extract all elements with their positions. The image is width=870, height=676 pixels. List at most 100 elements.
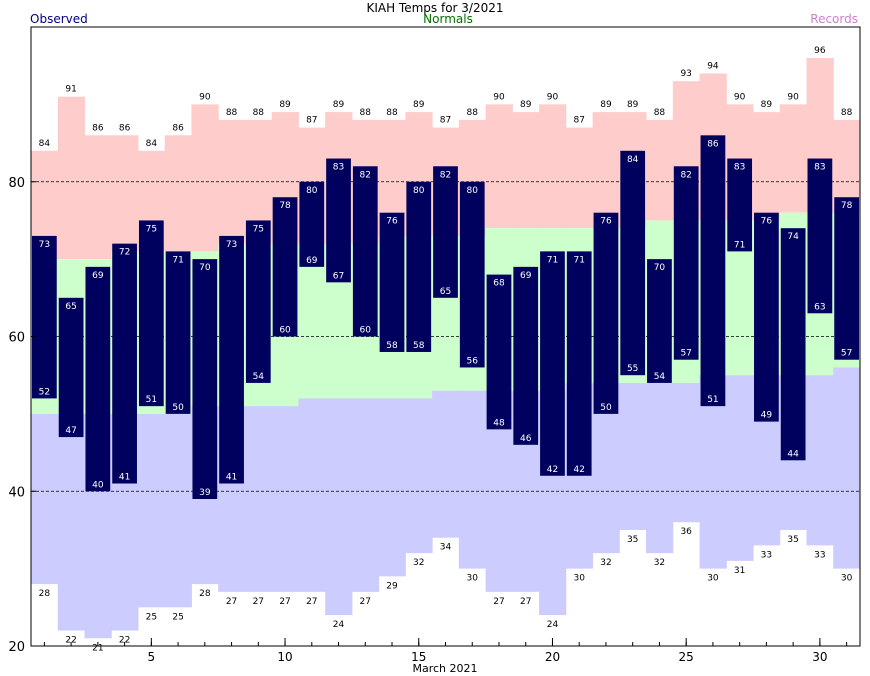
- record-low-label: 25: [172, 612, 183, 622]
- observed-high-label: 82: [440, 170, 451, 180]
- record-low-label: 27: [360, 597, 371, 607]
- observed-high-label: 78: [841, 201, 853, 211]
- observed-low-label: 50: [600, 403, 612, 413]
- record-high-band: [779, 104, 808, 213]
- record-high-band: [512, 112, 540, 229]
- record-low-label: 27: [520, 597, 531, 607]
- record-low-band: [271, 406, 299, 592]
- record-low-band: [31, 413, 59, 585]
- observed-high-label: 80: [467, 186, 479, 196]
- record-high-band: [191, 104, 219, 252]
- x-tick-label: 25: [679, 650, 694, 664]
- record-low-band: [806, 375, 834, 546]
- observed-low-label: 54: [654, 372, 666, 382]
- observed-low-label: 39: [199, 488, 211, 498]
- observed-low-label: 65: [440, 287, 451, 297]
- observed-high-label: 73: [226, 240, 237, 250]
- record-high-label: 86: [92, 123, 104, 133]
- record-low-band: [699, 375, 727, 569]
- observed-low-label: 41: [119, 473, 130, 483]
- observed-low-label: 56: [467, 356, 479, 366]
- record-low-label: 27: [493, 597, 504, 607]
- observed-high-label: 76: [761, 217, 773, 227]
- record-low-band: [619, 382, 647, 530]
- axis-ticks: 20 40 60 80 5 10 15 20 25 30: [8, 176, 848, 664]
- record-low-band: [432, 390, 460, 538]
- record-low-label: 36: [680, 527, 692, 537]
- observed-low-label: 51: [146, 395, 157, 405]
- observed-high-label: 68: [493, 279, 505, 289]
- observed-bar: [272, 197, 298, 337]
- record-low-label: 28: [199, 589, 211, 599]
- observed-high-label: 70: [199, 263, 211, 273]
- observed-high-label: 83: [734, 163, 745, 173]
- observed-high-label: 83: [333, 163, 344, 173]
- observed-bar: [245, 220, 271, 383]
- observed-bar: [620, 150, 646, 376]
- observed-high-label: 75: [253, 224, 264, 234]
- record-high-label: 89: [413, 100, 425, 110]
- record-low-label: 27: [279, 597, 290, 607]
- observed-high-label: 76: [386, 217, 398, 227]
- y-tick-label: 20: [8, 640, 25, 655]
- observed-low-label: 58: [413, 341, 425, 351]
- data-labels: 84 28 73 52 91 22 65 47 86 21 69 40 86 22 72 41 84 25 75 51…: [39, 46, 853, 653]
- record-high-band: [57, 96, 85, 260]
- record-high-band: [565, 127, 594, 229]
- observed-low-label: 58: [386, 341, 398, 351]
- record-low-label: 24: [547, 620, 559, 630]
- observed-bar: [807, 158, 833, 314]
- x-tick-label: 15: [411, 650, 426, 664]
- observed-bar: [647, 259, 672, 383]
- x-tick-label: 5: [148, 650, 156, 664]
- observed-bar: [406, 181, 432, 352]
- record-low-label: 32: [413, 558, 424, 568]
- observed-bar: [673, 166, 699, 360]
- record-low-label: 30: [467, 574, 479, 584]
- observed-low-label: 69: [306, 256, 318, 266]
- record-high-label: 89: [333, 100, 345, 110]
- legend-observed: Observed: [30, 12, 88, 26]
- record-high-label: 96: [814, 46, 826, 56]
- observed-high-label: 86: [707, 139, 719, 149]
- record-high-label: 88: [226, 108, 238, 118]
- record-high-label: 90: [547, 92, 559, 102]
- record-low-band: [378, 398, 406, 577]
- observed-bar: [754, 212, 779, 422]
- observed-low-label: 52: [39, 387, 50, 397]
- record-low-label: 35: [787, 535, 798, 545]
- observed-bar: [326, 158, 351, 283]
- observed-high-label: 72: [119, 248, 130, 258]
- observed-bar: [780, 228, 806, 461]
- record-low-label: 27: [226, 597, 237, 607]
- observed-bar: [433, 166, 458, 298]
- record-high-band: [646, 119, 674, 221]
- observed-high-label: 75: [146, 224, 157, 234]
- observed-high-label: 84: [627, 155, 639, 165]
- record-low-band: [164, 413, 192, 608]
- observed-bar: [834, 197, 859, 360]
- record-high-label: 88: [360, 108, 372, 118]
- observed-high-label: 80: [306, 186, 318, 196]
- observed-low-label: 55: [627, 364, 638, 374]
- record-low-band: [325, 398, 353, 616]
- observed-bars: [32, 135, 859, 499]
- y-tick-label: 60: [8, 331, 25, 346]
- record-low-label: 24: [333, 620, 345, 630]
- chart-title: KIAH Temps for 3/2021: [366, 1, 503, 15]
- record-high-label: 93: [680, 69, 691, 79]
- record-high-band: [84, 135, 112, 260]
- y-tick-label: 40: [8, 485, 25, 500]
- record-low-label: 34: [440, 543, 452, 553]
- record-high-label: 88: [841, 108, 853, 118]
- observed-low-label: 57: [680, 349, 691, 359]
- x-tick-label: 30: [812, 650, 827, 664]
- record-high-label: 89: [627, 100, 639, 110]
- record-low-label: 33: [761, 550, 772, 560]
- observed-low-label: 42: [573, 465, 584, 475]
- record-low-label: 29: [386, 581, 398, 591]
- record-low-band: [405, 398, 433, 554]
- record-high-label: 87: [573, 116, 584, 126]
- record-high-label: 89: [600, 100, 612, 110]
- record-high-label: 84: [146, 139, 158, 149]
